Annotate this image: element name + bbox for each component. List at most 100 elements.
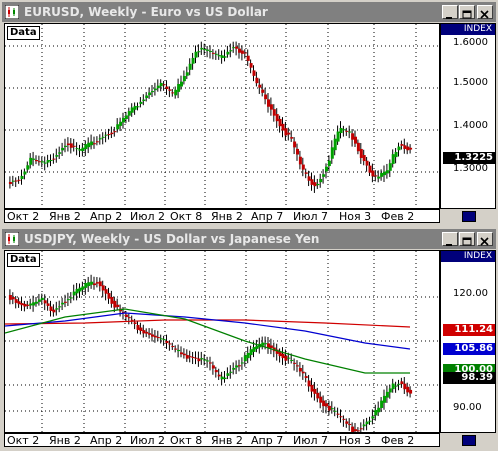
candle-body [127, 111, 131, 116]
candle-body [66, 143, 70, 146]
candle-body [356, 142, 360, 152]
candle-body [35, 301, 38, 304]
eurusd-titlebar[interactable]: EURUSD, Weekly - Euro vs US Dollar [2, 2, 496, 22]
maximize-icon [462, 10, 472, 19]
close-button[interactable] [477, 232, 493, 246]
candle-body [240, 50, 244, 54]
eurusd-price-axis[interactable]: INDEX 1.6000 1.5000 1.4000 1.3000 1.3225 [440, 23, 496, 209]
candle-body [226, 373, 230, 376]
ma-blue-tag: 105.86 [443, 343, 495, 355]
chart-settings-button[interactable] [462, 211, 476, 222]
minimize-button[interactable] [442, 232, 458, 246]
candle-body [290, 137, 294, 139]
candle-body [72, 291, 76, 296]
candle-body [49, 306, 53, 311]
candle-body [75, 288, 79, 294]
x-tick-label: Фев 2 [381, 210, 415, 223]
candle-body [52, 158, 56, 160]
x-tick-label: Окт 2 [7, 434, 40, 447]
candle-body [252, 70, 256, 76]
candle-body [168, 343, 172, 345]
candle-body [275, 349, 279, 354]
candle-body [342, 129, 346, 131]
candle-body [391, 154, 395, 164]
candle-body [84, 144, 88, 150]
maximize-button[interactable] [459, 5, 475, 19]
y-tick-label: 1.6000 [453, 37, 488, 48]
candle-body [377, 176, 381, 179]
candle-body [281, 123, 285, 131]
eurusd-window-title: EURUSD, Weekly - Euro vs US Dollar [24, 5, 268, 19]
usdjpy-time-axis[interactable]: Окт 2 Янв 2 Апр 2 Июл 2 Окт 8 Янв 2 Апр … [4, 433, 440, 447]
candle-body [185, 354, 189, 359]
candle-body [351, 133, 355, 140]
candle-body [171, 92, 175, 94]
candle-body [391, 383, 395, 390]
candle-body [66, 299, 70, 301]
candle-body [168, 89, 172, 91]
candle-body [246, 55, 250, 61]
candle-body [130, 319, 134, 321]
candle-body [46, 160, 50, 163]
usdjpy-price-axis[interactable]: INDEX 120.00 90.00 111.24 105.86 100.00 … [440, 250, 496, 433]
candle-body [281, 353, 285, 359]
candle-body [235, 46, 239, 49]
candle-body [11, 180, 15, 182]
candle-body [269, 104, 273, 110]
candle-body [365, 160, 369, 166]
candle-body [148, 333, 152, 335]
candle-body [330, 408, 334, 410]
candle-body [165, 86, 169, 90]
candle-body [249, 349, 253, 356]
candle-body [220, 55, 224, 58]
candle-body [371, 170, 375, 177]
minimize-button[interactable] [442, 5, 458, 19]
eurusd-price-chart[interactable]: Data [4, 23, 440, 209]
candle-body [339, 128, 343, 134]
chart-settings-button[interactable] [462, 435, 476, 446]
close-button[interactable] [477, 5, 493, 19]
close-icon [480, 237, 489, 246]
candle-body [162, 339, 166, 341]
candle-body [52, 309, 56, 313]
candle-body [101, 285, 105, 291]
usdjpy-titlebar[interactable]: USDJPY, Weekly - US Dollar vs Japanese Y… [2, 229, 496, 249]
candle-body [61, 302, 65, 305]
usdjpy-price-chart[interactable]: Data [4, 250, 440, 433]
candle-body [98, 281, 102, 287]
candle-body [238, 48, 241, 53]
candle-body [64, 301, 67, 303]
candle-body [113, 131, 117, 133]
last-price-tag: 1.3225 [443, 152, 495, 164]
candle-body [278, 351, 282, 357]
candle-body [348, 424, 352, 426]
candle-body [287, 357, 291, 359]
candle-body [339, 416, 343, 418]
ma-green-line [5, 308, 410, 374]
eurusd-time-axis[interactable]: Окт 2 Янв 2 Апр 2 Июл 2 Окт 8 Янв 2 Апр … [4, 209, 440, 223]
candle-body [403, 145, 407, 149]
candle-body [95, 141, 99, 143]
candle-body [23, 303, 27, 307]
candle-body [223, 56, 227, 58]
candle-body [171, 346, 175, 348]
candle-body [110, 132, 114, 135]
candle-body [316, 183, 320, 186]
candle-body [316, 392, 320, 399]
candle-body [296, 365, 299, 367]
candle-body [287, 132, 291, 135]
candle-body [37, 161, 41, 163]
candle-body [217, 55, 221, 57]
candle-body [275, 114, 279, 122]
candle-body [26, 304, 30, 306]
candle-body [226, 51, 230, 55]
y-tick-label: 1.3000 [453, 163, 488, 174]
maximize-button[interactable] [459, 232, 475, 246]
candle-body [211, 365, 215, 369]
candle-body [394, 385, 398, 387]
candle-body [107, 134, 111, 136]
x-tick-label: Янв 2 [49, 434, 81, 447]
y-tick-label: 120.00 [453, 288, 488, 299]
candle-body [87, 142, 91, 148]
candle-body [214, 369, 218, 373]
